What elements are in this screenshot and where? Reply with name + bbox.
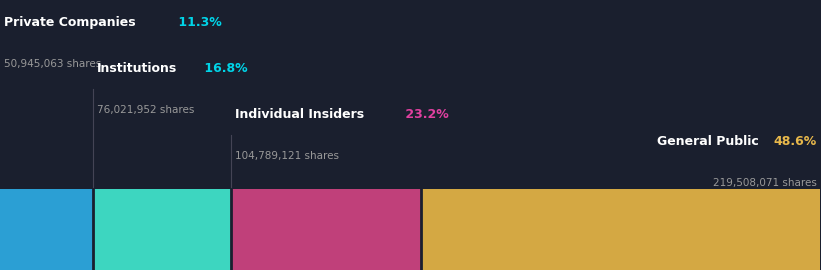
Text: 48.6%: 48.6% (773, 135, 817, 148)
Text: 219,508,071 shares: 219,508,071 shares (713, 178, 817, 188)
Text: 50,945,063 shares: 50,945,063 shares (4, 59, 101, 69)
Bar (93, 189, 231, 270)
Bar (231, 189, 421, 270)
Text: Individual Insiders: Individual Insiders (235, 108, 364, 121)
Text: 104,789,121 shares: 104,789,121 shares (235, 151, 339, 161)
Text: Institutions: Institutions (97, 62, 177, 75)
Bar (0, 189, 93, 270)
Text: 23.2%: 23.2% (401, 108, 449, 121)
Text: Private Companies: Private Companies (4, 16, 135, 29)
Text: 76,021,952 shares: 76,021,952 shares (97, 105, 195, 115)
Text: 16.8%: 16.8% (200, 62, 248, 75)
Text: 11.3%: 11.3% (174, 16, 222, 29)
Bar (421, 189, 820, 270)
Text: General Public: General Public (657, 135, 759, 148)
